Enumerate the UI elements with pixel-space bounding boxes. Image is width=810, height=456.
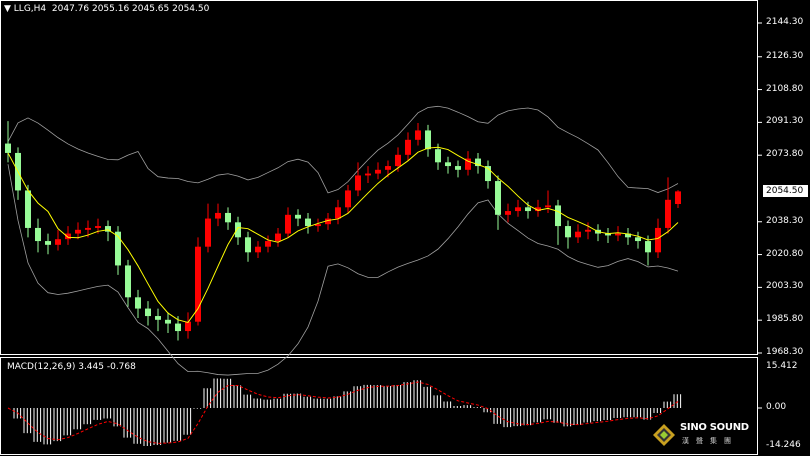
candle-body [25, 190, 31, 228]
candle-body [125, 265, 131, 298]
bollinger-upper [7, 105, 679, 194]
sino-sound-logo-icon [653, 424, 675, 446]
macd-axis-zero: 0.00 [766, 402, 787, 412]
price-tick-label: 2126.30 [766, 50, 804, 61]
candle-body [155, 316, 161, 320]
chart-header: ▼ LLG,H4 2047.76 2055.16 2045.65 2054.50 [4, 4, 209, 14]
candle-body [665, 199, 671, 228]
candle-body [95, 226, 101, 228]
candle-body [285, 214, 291, 234]
candle-body [85, 227, 91, 230]
candle-body [555, 205, 561, 227]
candle-body [545, 205, 551, 208]
candle-body [345, 190, 351, 208]
moving-average [7, 146, 679, 324]
logo-text: SINO SOUND [680, 422, 749, 433]
candle-body [335, 207, 341, 219]
candle-body [135, 297, 141, 309]
candle-body [515, 207, 521, 212]
price-tick-label: 2091.30 [766, 116, 804, 127]
candle-body [635, 237, 641, 242]
candle-body [575, 231, 581, 238]
candle-body [415, 130, 421, 140]
candle-body [505, 211, 511, 215]
candle-body [615, 233, 621, 236]
price-tick-label: 1985.80 [766, 314, 804, 325]
candle-body [225, 212, 231, 223]
candle-body [185, 321, 191, 332]
candle-body [455, 166, 461, 170]
candle-body [35, 227, 41, 242]
candle-body [565, 226, 571, 238]
main-frame [0, 0, 758, 355]
candle-body [255, 246, 261, 253]
candle-body [55, 239, 61, 245]
macd-signal-line [7, 381, 679, 444]
bollinger-lower [7, 164, 679, 376]
price-tick-label: 2144.30 [766, 17, 804, 27]
candle-body [425, 130, 431, 150]
candle-body [485, 166, 491, 182]
price-tick-label: 2073.80 [766, 149, 804, 160]
symbol-label: LLG,H4 [13, 4, 47, 14]
macd-axis-top: 15.412 [766, 361, 798, 371]
candle-body [115, 231, 121, 266]
candle-body [475, 158, 481, 167]
candle-body [195, 246, 201, 322]
candle-body [235, 222, 241, 238]
candle-body [445, 162, 451, 167]
macd-frame [0, 357, 758, 455]
candle-body [305, 218, 311, 227]
ohlc-readout: 2047.76 2055.16 2045.65 2054.50 [51, 4, 210, 14]
candle-body [75, 229, 81, 234]
candle-body [435, 149, 441, 163]
candle-body [5, 143, 11, 153]
candle-body [585, 229, 591, 232]
candle-body [625, 233, 631, 238]
candle-body [175, 323, 181, 332]
candle-body [395, 154, 401, 167]
candle-body [355, 175, 361, 191]
candle-body [525, 207, 531, 212]
candle-body [295, 214, 301, 219]
candle-body [645, 241, 651, 253]
dropdown-triangle-icon[interactable]: ▼ [4, 4, 11, 14]
candle-body [205, 218, 211, 247]
price-tick-label: 2038.30 [766, 215, 804, 226]
candle-body [215, 212, 221, 219]
candle-body [465, 158, 471, 170]
macd-axis-bottom: -14.246 [766, 440, 801, 450]
candle-body [495, 181, 501, 215]
candle-body [385, 166, 391, 170]
candle-body [65, 233, 71, 240]
candle-body [655, 227, 661, 253]
price-tick-label: 1968.30 [766, 347, 804, 357]
candle-body [315, 224, 321, 227]
candle-body [675, 191, 681, 205]
price-tick-label: 2003.30 [766, 281, 804, 292]
candle-body [375, 169, 381, 174]
macd-label: MACD(12,26,9) 3.445 -0.768 [7, 362, 136, 372]
candle-body [265, 241, 271, 247]
logo-chinese: 漢聲集團 [682, 437, 738, 445]
candle-body [605, 233, 611, 236]
candle-body [535, 207, 541, 212]
candle-body [405, 139, 411, 155]
candle-body [145, 308, 151, 317]
candle-body [45, 241, 51, 245]
candle-body [275, 233, 281, 242]
candle-body [325, 218, 331, 225]
candle-body [105, 226, 111, 232]
candle-body [245, 237, 251, 253]
current-price-label: 2054.50 [763, 185, 808, 197]
candle-body [365, 173, 371, 176]
price-tick-label: 2108.80 [766, 83, 804, 94]
candle-body [165, 319, 171, 324]
price-tick-label: 2020.80 [766, 248, 804, 259]
